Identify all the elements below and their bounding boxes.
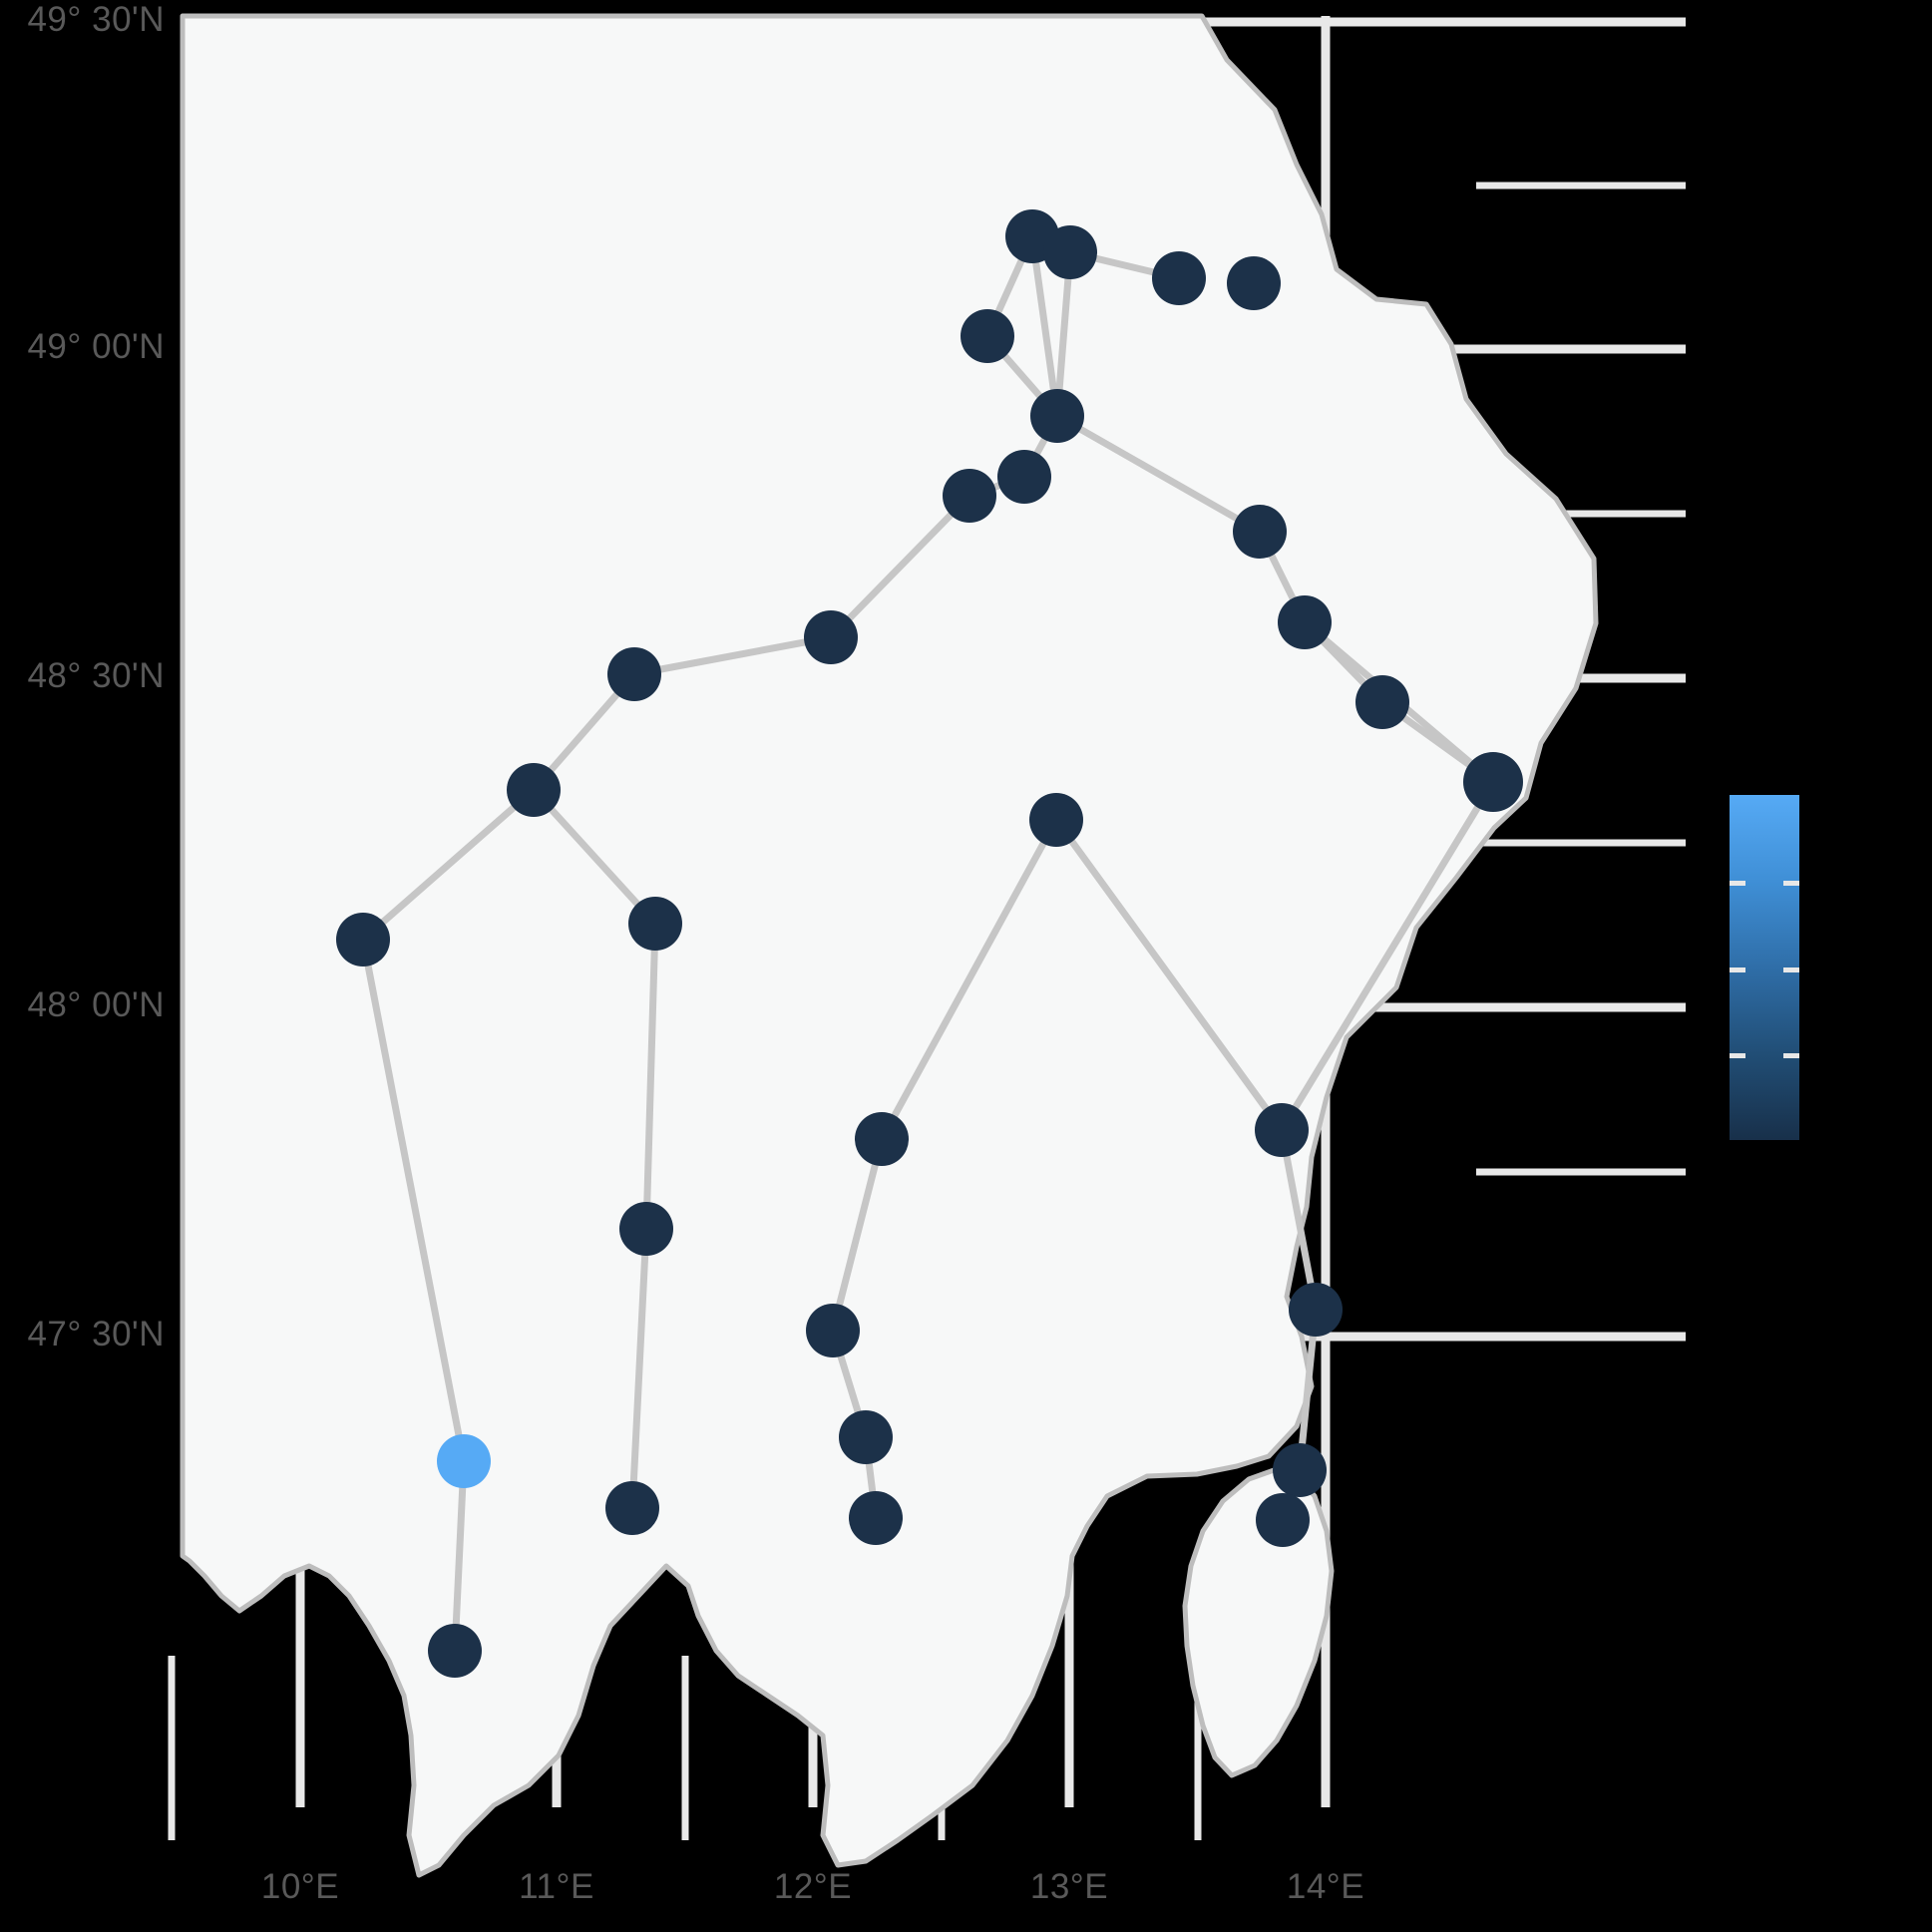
network-edge	[1278, 1126, 1320, 1314]
network-edge	[642, 920, 659, 1233]
node-marker[interactable]	[804, 610, 858, 664]
node-marker[interactable]	[605, 1481, 659, 1535]
node-marker[interactable]	[428, 1624, 482, 1678]
y-axis-tick-label: 47° 30'N	[27, 1315, 165, 1353]
y-axis-tick-label: 49° 30'N	[27, 0, 165, 39]
node-marker[interactable]	[628, 897, 682, 951]
y-axis-tick-label: 48° 00'N	[27, 985, 165, 1024]
node-marker[interactable]	[619, 1202, 673, 1256]
node-marker[interactable]	[507, 763, 561, 817]
network-edge	[1053, 248, 1074, 420]
network-edge	[1052, 816, 1286, 1134]
highlighted-node-marker[interactable]	[437, 1434, 491, 1488]
x-axis-tick-label: 10°E	[260, 1867, 340, 1906]
network-edge	[451, 1457, 468, 1655]
node-marker[interactable]	[943, 469, 996, 523]
node-marker[interactable]	[855, 1112, 909, 1166]
network-nodes	[336, 209, 1523, 1678]
network-edge	[827, 492, 973, 641]
colorbar-tick	[1730, 881, 1745, 886]
node-marker[interactable]	[1256, 1493, 1310, 1547]
node-marker[interactable]	[1289, 1283, 1343, 1337]
x-axis-tick-label: 13°E	[1029, 1867, 1109, 1906]
node-marker[interactable]	[1255, 1103, 1309, 1157]
network-edge	[628, 1225, 650, 1512]
node-marker[interactable]	[1355, 675, 1409, 729]
network-edge	[1053, 412, 1264, 536]
node-marker[interactable]	[1152, 251, 1206, 305]
node-marker[interactable]	[1233, 505, 1287, 559]
node-marker[interactable]	[607, 647, 661, 701]
network-edge	[359, 786, 538, 944]
network-edge	[1278, 778, 1497, 1134]
network-edge	[829, 1135, 886, 1335]
node-marker[interactable]	[1227, 256, 1281, 310]
colorbar-tick	[1783, 881, 1799, 886]
colorbar[interactable]	[1730, 795, 1799, 1140]
y-axis-tick-label: 49° 00'N	[27, 327, 165, 366]
node-marker[interactable]	[961, 309, 1014, 363]
node-marker[interactable]	[1278, 595, 1332, 649]
node-marker[interactable]	[849, 1491, 903, 1545]
y-axis-tick-label: 48° 30'N	[27, 656, 165, 695]
node-marker[interactable]	[1030, 389, 1084, 443]
x-axis-tick-label: 14°E	[1286, 1867, 1365, 1906]
node-marker[interactable]	[336, 913, 390, 966]
bavaria-landmass	[180, 13, 1599, 1878]
colorbar-tick	[1783, 1053, 1799, 1058]
network-edge	[530, 786, 659, 928]
x-axis-tick-label: 11°E	[519, 1867, 594, 1906]
node-marker[interactable]	[1273, 1443, 1327, 1497]
network-edge	[1028, 232, 1061, 420]
node-marker[interactable]	[1043, 225, 1097, 279]
network-edge	[359, 936, 468, 1465]
colorbar-tick	[1730, 967, 1745, 972]
node-marker[interactable]	[839, 1410, 893, 1464]
colorbar-tick	[1783, 967, 1799, 972]
network-edge	[630, 633, 835, 678]
x-axis-tick-label: 12°E	[773, 1867, 853, 1906]
node-marker[interactable]	[1029, 793, 1083, 847]
network-edge	[878, 816, 1060, 1143]
node-marker[interactable]	[997, 450, 1051, 504]
colorbar-tick	[1730, 1053, 1745, 1058]
node-marker[interactable]	[806, 1304, 860, 1357]
node-marker[interactable]	[1463, 752, 1523, 812]
